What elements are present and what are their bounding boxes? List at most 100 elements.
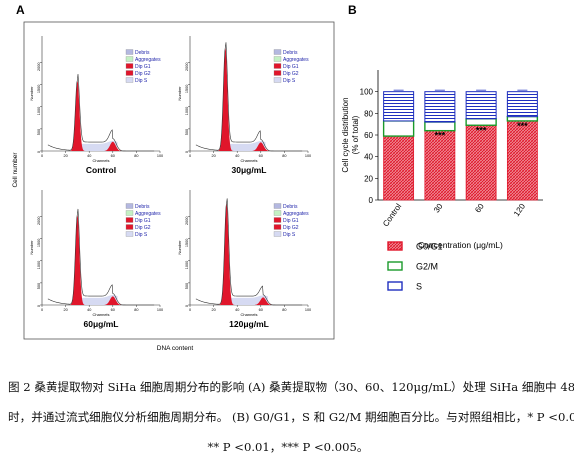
bar-significance: ***	[517, 121, 528, 131]
bar-y-tick-label: 80	[364, 109, 373, 118]
histogram-x-tick-label: 20	[211, 308, 215, 312]
bar-x-tick-label: Control	[381, 202, 403, 228]
histogram-y-tick-label: 2000	[185, 63, 189, 71]
histogram-x-tick-label: 20	[63, 154, 67, 158]
histogram-legend-label: Aggregates	[283, 57, 309, 63]
histogram-x-tick-label: 80	[282, 308, 286, 312]
histogram-x-tick-label: 100	[157, 308, 163, 312]
histogram-x-tick-label: 40	[235, 308, 239, 312]
bar-legend-label: G2/M	[416, 262, 438, 272]
histogram-legend-label: Dip G2	[135, 71, 151, 77]
bar-y-tick-label: 20	[364, 174, 373, 183]
histogram-legend-label: Dip S	[135, 78, 148, 84]
histogram-legend-swatch	[273, 231, 282, 237]
histogram-y-tick-label: 500	[185, 283, 189, 289]
bar-x-tick-label: 60	[473, 202, 486, 215]
histogram-2: 0 500 1000 1500 2000 0 20 40 60 80 100 Channels Numb…	[177, 36, 311, 175]
histogram-x-tick-label: 40	[235, 154, 239, 158]
bar-s	[383, 91, 415, 122]
histogram-legend-label: Debris	[283, 204, 298, 210]
bar-y-tick-label: 40	[364, 153, 373, 162]
histogram-x-tick-label: 20	[211, 154, 215, 158]
histogram-legend-label: Dip G2	[283, 71, 299, 77]
panel-a-y-title: Cell number	[12, 152, 19, 188]
histogram-legend-label: Dip G1	[135, 64, 151, 70]
bar-y-label: (% of total)	[351, 115, 360, 154]
histogram-y-tick-label: 500	[185, 129, 189, 135]
histogram-g1-peak	[218, 203, 235, 305]
histogram-x-tick-label: 0	[41, 154, 43, 158]
panel-a-label: A	[16, 3, 25, 17]
histogram-legend-swatch	[125, 77, 134, 83]
histogram-x-tick-label: 100	[305, 154, 311, 158]
histogram-legend-swatch	[273, 203, 282, 209]
histogram-x-tick-label: 80	[134, 154, 138, 158]
histogram-legend-swatch	[273, 56, 282, 62]
histogram-x-tick-label: 80	[134, 308, 138, 312]
histogram-legend-label: Debris	[135, 204, 150, 210]
histogram-x-tick-label: 0	[189, 154, 191, 158]
histogram-x-tick-label: 0	[189, 308, 191, 312]
histogram-g1-peak	[69, 80, 86, 151]
histogram-legend-swatch	[273, 77, 282, 83]
bar-g0g1	[424, 130, 456, 201]
histogram-g2-peak	[252, 142, 270, 151]
histogram-legend-swatch	[273, 217, 282, 223]
histogram-legend-swatch	[125, 63, 134, 69]
histogram-legend-label: Debris	[283, 50, 298, 56]
bar-s	[506, 91, 538, 118]
histogram-legend-label: Dip G1	[283, 218, 299, 224]
histogram-s-phase-area	[225, 141, 266, 151]
histogram-y-tick-label: 1500	[185, 239, 189, 247]
histogram-legend-label: Debris	[135, 50, 150, 56]
bar-legend-swatch	[387, 261, 403, 271]
histogram-legend-swatch	[125, 231, 134, 237]
histogram-y-label: Number	[29, 86, 34, 101]
histogram-legend-swatch	[273, 63, 282, 69]
histogram-x-tick-label: 0	[41, 308, 43, 312]
histogram-outline	[195, 42, 303, 152]
histogram-y-label: Number	[29, 240, 34, 255]
figure-caption: 图 2 桑黄提取物对 SiHa 细胞周期分布的影响 (A) 桑黄提取物（30、6…	[8, 372, 574, 462]
panel-a-frame	[23, 21, 335, 340]
histogram-s-phase-area	[226, 295, 268, 305]
bar-s	[465, 91, 497, 120]
histogram-y-tick-label: 500	[37, 283, 41, 289]
panel-b-label: B	[348, 3, 357, 17]
histogram-title: 60μg/mL	[84, 319, 119, 329]
histogram-4: 0 500 1000 1500 2000 0 20 40 60 80 100 Channels Numb…	[177, 190, 311, 329]
histogram-s-phase-area	[77, 295, 118, 305]
histogram-y-tick-label: 1000	[37, 261, 41, 269]
histogram-legend-swatch	[125, 203, 134, 209]
histogram-legend-label: Aggregates	[283, 211, 309, 217]
histogram-legend-swatch	[125, 210, 134, 216]
histogram-x-tick-label: 60	[111, 308, 115, 312]
histogram-y-tick-label: 1500	[37, 85, 41, 93]
histogram-title: 120μg/mL	[229, 319, 269, 329]
histogram-x-tick-label: 60	[111, 154, 115, 158]
histogram-legend-label: Dip G2	[135, 225, 151, 231]
histogram-legend-swatch	[273, 49, 282, 55]
bar-x-tick-label: 120	[512, 202, 527, 219]
histogram-legend-swatch	[125, 217, 134, 223]
bar-legend-label: G0/G1	[416, 242, 443, 252]
histogram-y-tick-label: 1500	[185, 85, 189, 93]
histogram-x-label: Channels	[241, 158, 258, 163]
histogram-3: 0 500 1000 1500 2000 0 20 40 60 80 100 Channels Numb…	[29, 190, 163, 329]
histogram-x-tick-label: 60	[259, 308, 263, 312]
histogram-legend-label: Dip S	[283, 78, 296, 84]
histogram-legend-label: Dip S	[135, 232, 148, 238]
bar-y-tick-label: 60	[364, 131, 373, 140]
caption-line-1: 图 2 桑黄提取物对 SiHa 细胞周期分布的影响 (A) 桑黄提取物（30、6…	[8, 380, 574, 394]
bar-s	[424, 91, 456, 123]
histogram-outline	[47, 208, 155, 306]
histogram-y-tick-label: 1000	[37, 107, 41, 115]
panel-a-x-title: DNA content	[157, 345, 194, 352]
histogram-y-tick-label: 2000	[185, 217, 189, 225]
histogram-legend-label: Aggregates	[135, 211, 161, 217]
histogram-g1-peak	[217, 47, 234, 151]
bar-y-label: Cell cycle distribution	[341, 97, 350, 172]
histogram-y-tick-label: 0	[185, 305, 189, 307]
bar-g0g1	[506, 120, 538, 201]
bar-g2m	[424, 121, 456, 132]
